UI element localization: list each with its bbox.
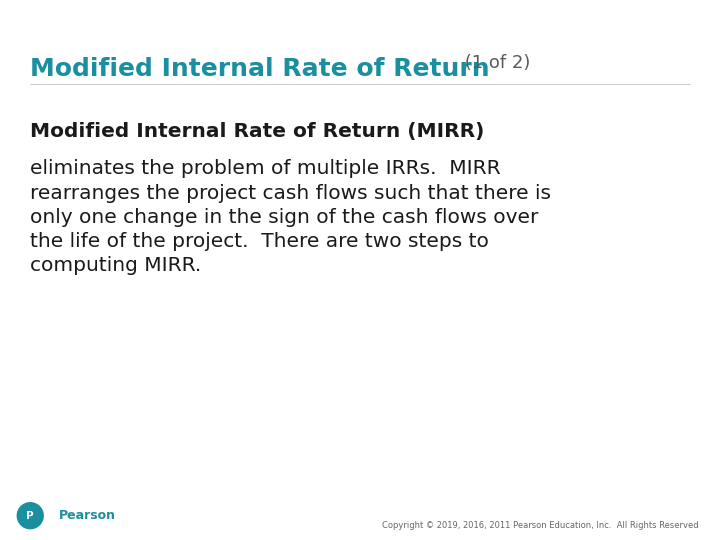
Text: (1 of 2): (1 of 2) — [459, 54, 530, 72]
Text: Pearson: Pearson — [59, 509, 116, 522]
Text: P: P — [27, 511, 34, 521]
Ellipse shape — [17, 503, 43, 529]
Text: Modified Internal Rate of Return (MIRR): Modified Internal Rate of Return (MIRR) — [30, 122, 485, 140]
Text: Copyright © 2019, 2016, 2011 Pearson Education, Inc.  All Rights Reserved: Copyright © 2019, 2016, 2011 Pearson Edu… — [382, 521, 698, 530]
Text: Modified Internal Rate of Return: Modified Internal Rate of Return — [30, 57, 490, 80]
Text: eliminates the problem of multiple IRRs.  MIRR
rearranges the project cash flows: eliminates the problem of multiple IRRs.… — [30, 159, 552, 275]
